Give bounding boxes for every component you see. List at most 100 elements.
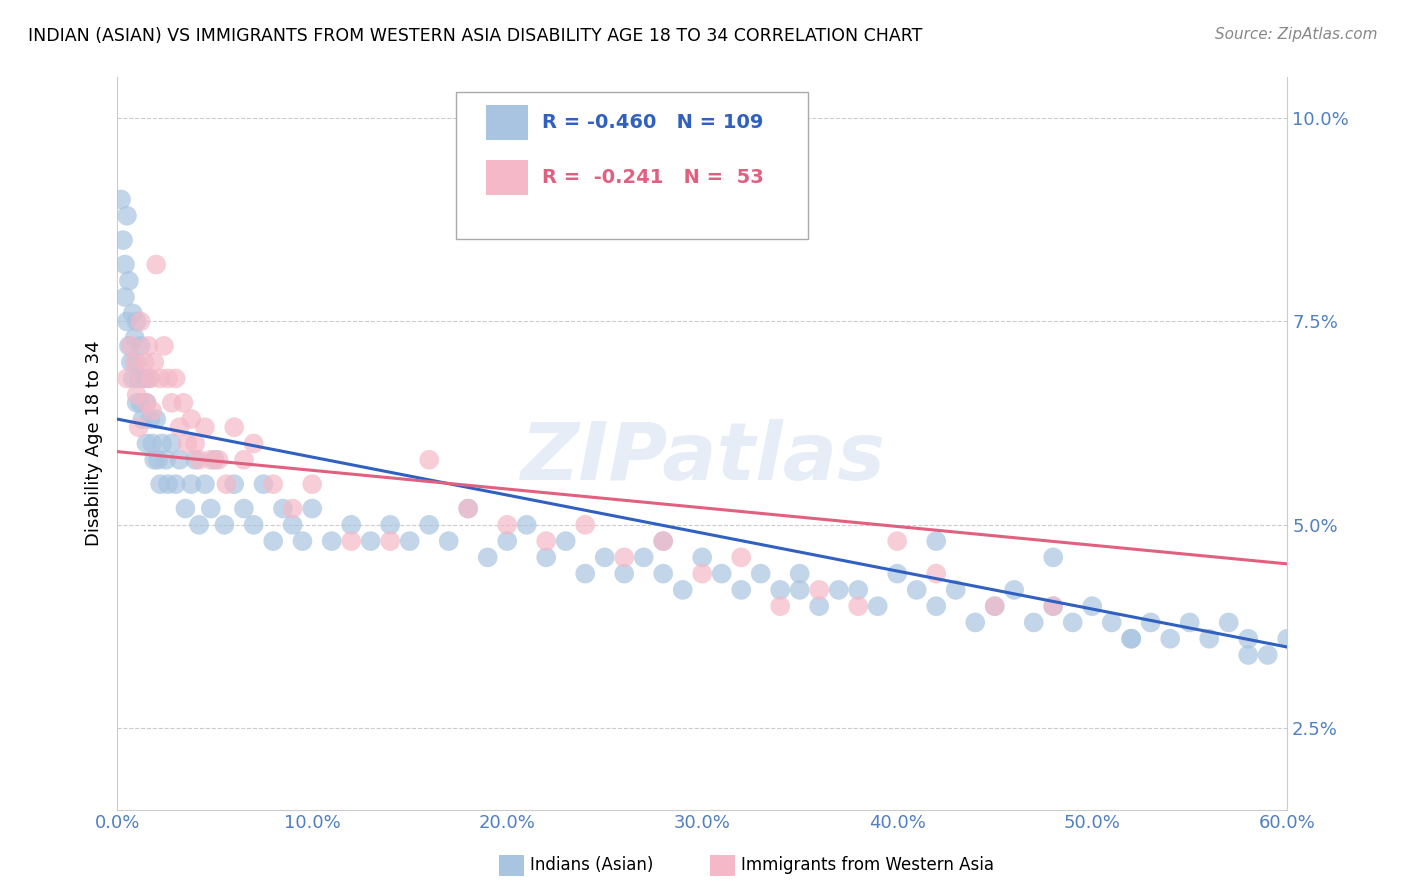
Point xyxy=(169,420,191,434)
Point xyxy=(457,501,479,516)
Point xyxy=(652,534,675,549)
Point xyxy=(143,452,166,467)
Point xyxy=(125,314,148,328)
Point xyxy=(418,517,440,532)
Point xyxy=(118,339,141,353)
Point xyxy=(1139,615,1161,630)
Point xyxy=(114,258,136,272)
Point xyxy=(789,566,811,581)
Point xyxy=(886,566,908,581)
Point xyxy=(574,566,596,581)
Point xyxy=(1042,599,1064,614)
Point xyxy=(128,371,150,385)
Point xyxy=(846,582,869,597)
Point xyxy=(124,355,146,369)
Point xyxy=(188,517,211,532)
Point xyxy=(672,582,695,597)
Point xyxy=(1218,615,1240,630)
Text: Immigrants from Western Asia: Immigrants from Western Asia xyxy=(741,856,994,874)
Point xyxy=(262,477,284,491)
Point xyxy=(112,233,135,247)
Point xyxy=(138,339,160,353)
Point xyxy=(516,517,538,532)
Point xyxy=(1081,599,1104,614)
Point xyxy=(846,599,869,614)
Point xyxy=(110,193,132,207)
Point xyxy=(207,452,229,467)
Point xyxy=(925,599,948,614)
Point xyxy=(121,306,143,320)
Text: R = -0.460   N = 109: R = -0.460 N = 109 xyxy=(541,113,763,132)
Point xyxy=(690,566,713,581)
Point xyxy=(613,566,636,581)
Point xyxy=(1101,615,1123,630)
Point xyxy=(1022,615,1045,630)
Point xyxy=(184,436,207,450)
Point xyxy=(437,534,460,549)
Point xyxy=(633,550,655,565)
Point xyxy=(204,452,226,467)
Point xyxy=(194,477,217,491)
Point xyxy=(828,582,851,597)
Point xyxy=(554,534,576,549)
Point xyxy=(146,452,169,467)
Point xyxy=(135,396,157,410)
Point xyxy=(1198,632,1220,646)
Point xyxy=(925,534,948,549)
Point xyxy=(188,452,211,467)
Point xyxy=(925,566,948,581)
Point xyxy=(174,501,197,516)
Point xyxy=(135,436,157,450)
Point xyxy=(118,274,141,288)
Point xyxy=(115,209,138,223)
Point xyxy=(301,501,323,516)
Point xyxy=(360,534,382,549)
Point xyxy=(1315,599,1337,614)
Point xyxy=(905,582,928,597)
Point xyxy=(115,314,138,328)
Point xyxy=(124,331,146,345)
Point xyxy=(141,404,163,418)
Point xyxy=(534,534,557,549)
Point xyxy=(574,517,596,532)
Point xyxy=(121,371,143,385)
Point xyxy=(457,501,479,516)
Point xyxy=(145,258,167,272)
Point xyxy=(613,550,636,565)
Point xyxy=(271,501,294,516)
Point xyxy=(184,452,207,467)
Point xyxy=(1121,632,1143,646)
Point xyxy=(160,396,183,410)
Point xyxy=(281,517,304,532)
Point xyxy=(730,550,752,565)
Point xyxy=(321,534,343,549)
Point xyxy=(139,412,162,426)
Point xyxy=(808,599,831,614)
Point xyxy=(769,582,792,597)
Point xyxy=(983,599,1005,614)
Point xyxy=(242,517,264,532)
Point xyxy=(496,517,519,532)
Point xyxy=(945,582,967,597)
Point xyxy=(153,339,176,353)
Point xyxy=(652,566,675,581)
Point xyxy=(496,534,519,549)
Point xyxy=(200,501,222,516)
Point xyxy=(165,371,187,385)
Point xyxy=(1002,582,1025,597)
Point xyxy=(1062,615,1084,630)
Point xyxy=(160,436,183,450)
Point xyxy=(1042,550,1064,565)
Point xyxy=(115,371,138,385)
Text: INDIAN (ASIAN) VS IMMIGRANTS FROM WESTERN ASIA DISABILITY AGE 18 TO 34 CORRELATI: INDIAN (ASIAN) VS IMMIGRANTS FROM WESTER… xyxy=(28,27,922,45)
Point xyxy=(125,387,148,401)
Point xyxy=(200,452,222,467)
Point xyxy=(301,477,323,491)
Point xyxy=(233,501,256,516)
Point xyxy=(214,517,236,532)
Point xyxy=(534,550,557,565)
Point xyxy=(593,550,616,565)
Point xyxy=(134,355,156,369)
Point xyxy=(808,582,831,597)
Point xyxy=(128,420,150,434)
